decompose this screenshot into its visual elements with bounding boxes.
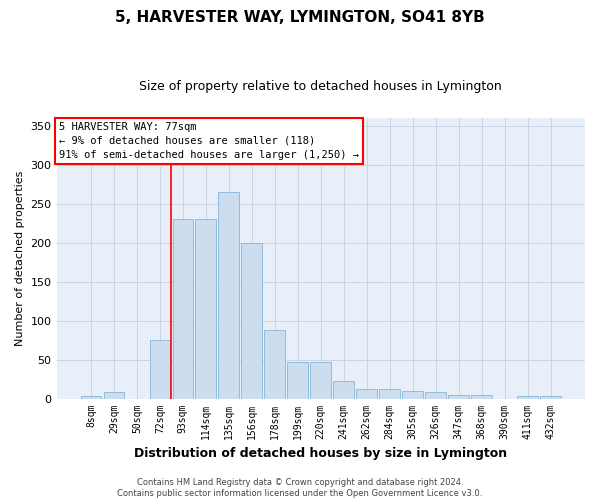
Bar — [80, 396, 101, 398]
Bar — [356, 389, 377, 398]
Bar — [241, 242, 262, 398]
Bar — [403, 391, 423, 398]
Bar — [540, 396, 561, 398]
Bar — [149, 340, 170, 398]
Bar — [196, 219, 216, 398]
Bar — [265, 330, 285, 398]
Bar — [104, 392, 124, 398]
Text: Contains HM Land Registry data © Crown copyright and database right 2024.
Contai: Contains HM Land Registry data © Crown c… — [118, 478, 482, 498]
Bar — [218, 192, 239, 398]
Bar — [310, 362, 331, 399]
Title: Size of property relative to detached houses in Lymington: Size of property relative to detached ho… — [139, 80, 502, 93]
Y-axis label: Number of detached properties: Number of detached properties — [15, 170, 25, 346]
Bar — [425, 392, 446, 398]
Bar — [287, 362, 308, 399]
Text: 5, HARVESTER WAY, LYMINGTON, SO41 8YB: 5, HARVESTER WAY, LYMINGTON, SO41 8YB — [115, 10, 485, 25]
X-axis label: Distribution of detached houses by size in Lymington: Distribution of detached houses by size … — [134, 447, 508, 460]
Bar — [517, 396, 538, 398]
Bar — [379, 389, 400, 398]
Bar — [334, 382, 354, 398]
Bar — [472, 394, 492, 398]
Bar — [173, 219, 193, 398]
Text: 5 HARVESTER WAY: 77sqm
← 9% of detached houses are smaller (118)
91% of semi-det: 5 HARVESTER WAY: 77sqm ← 9% of detached … — [59, 122, 359, 160]
Bar — [448, 394, 469, 398]
